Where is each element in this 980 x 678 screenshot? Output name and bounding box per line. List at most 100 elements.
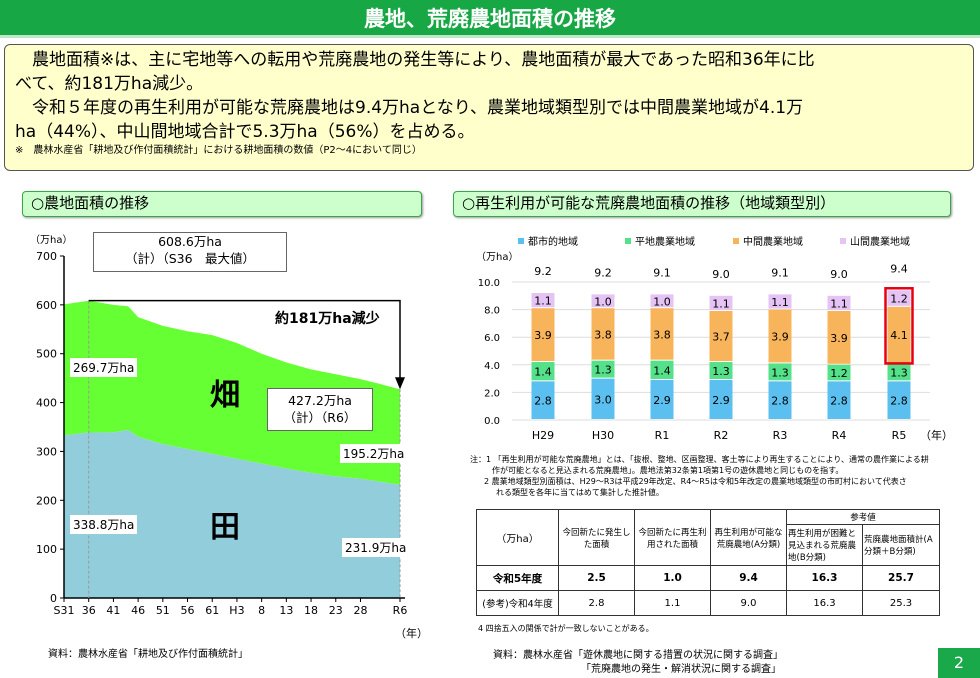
x-tick-label: R1 — [655, 429, 670, 442]
x-tick-label: R3 — [773, 429, 788, 442]
farmland-area-chart: 0 100 200 300 400 500 600 700 S31 36 41 46 51 56 61 H3 8… — [30, 234, 428, 640]
x-tick-label: 13 — [279, 604, 293, 617]
x-tick-label: H29 — [532, 429, 554, 442]
bar-segment — [887, 306, 911, 363]
abandoned-farmland-bar-chart: 0.0 2.0 4.0 6.0 8.0 10.0 （万ha） 都市的地域 平地農業地域 中間農業地… — [476, 235, 953, 442]
bar-value-label: 1.1 — [771, 296, 789, 309]
table-row: (参考)令和4年度 2.8 1.1 9.0 16.3 25.3 — [476, 590, 940, 616]
y-tick-label: 700 — [36, 250, 57, 263]
y-tick-label: 500 — [36, 348, 57, 361]
bar-value-label: 3.0 — [594, 393, 612, 406]
summary-text: 令和５年度の再生利用が可能な荒廃農地は9.4万haとなり、農業地域類型別では中間… — [32, 98, 804, 118]
x-axis-unit: （年） — [920, 428, 953, 442]
hata-series-label: 畑 — [210, 378, 240, 413]
bar-value-label: 1.1 — [830, 297, 848, 310]
table-header: 再生利用が困難と見込まれる荒廃農地(B分類) — [786, 524, 863, 566]
bar-value-label: 4.1 — [890, 329, 908, 342]
right-source-1: 資料：農林水産省「遊休農地に関する措置の状況に関する調査」 — [493, 650, 783, 661]
cell: 9.0 — [710, 590, 787, 616]
bar-value-label: 1.2 — [830, 367, 848, 380]
cell: 2.5 — [558, 565, 635, 591]
hata-area — [64, 300, 400, 485]
cell: 2.8 — [558, 590, 635, 616]
cell: 1.1 — [634, 590, 711, 616]
table-header: 今回新たに発生した面積 — [558, 509, 635, 566]
cell: 16.3 — [786, 565, 863, 591]
note-2: 2 農業地域類型別面積は、H29～R3は平成29年改定、R4～R5は令和5年改定… — [484, 477, 907, 486]
bar-segment — [887, 290, 911, 306]
x-tick-label: 18 — [304, 604, 318, 617]
x-tick-label: R2 — [714, 429, 729, 442]
latest-value: 427.2万ha — [288, 393, 352, 408]
bar-segment — [709, 362, 733, 379]
note-2-cont: れる類型を各年に当てはめて集計した推計値。 — [496, 488, 664, 497]
bar-segment — [650, 360, 674, 379]
table-unit: （万ha） — [476, 509, 559, 566]
y-tick-label: 10.0 — [478, 278, 500, 289]
bar-value-label: 1.4 — [534, 366, 552, 379]
legend-label: 山間農業地域 — [850, 235, 910, 248]
abandoned-farmland-table: （万ha） 今回新たに発生した面積 今回新たに再生利用された面積 再生利用が可能… — [476, 509, 940, 616]
bar-segment — [768, 381, 792, 419]
bar-segment — [591, 308, 615, 360]
bar-value-label: 1.3 — [890, 366, 908, 379]
hata-end-label: 195.2万ha — [340, 444, 408, 463]
bar-value-label: 1.0 — [653, 295, 671, 308]
x-tick-label: 28 — [353, 604, 367, 617]
note-4: 4 四捨五入の関係で計が一致しないことがある。 — [478, 624, 654, 633]
bar-value-label: 1.3 — [712, 365, 730, 378]
x-tick-label: R6 — [393, 604, 408, 617]
row-label: 令和5年度 — [476, 565, 559, 591]
legend-label: 中間農業地域 — [743, 235, 803, 248]
bar-value-label: 3.9 — [830, 332, 848, 345]
bar-total-label: 9.2 — [594, 266, 612, 279]
bar-segment — [887, 381, 911, 419]
left-source: 資料：農林水産省「耕地及び作付面積統計」 — [48, 649, 248, 660]
peak-value: 608.6万ha — [158, 234, 222, 249]
row-label: (参考)令和4年度 — [476, 590, 559, 616]
arrow-head-icon — [395, 377, 405, 390]
ta-series-label: 田 — [210, 510, 240, 545]
bar-value-label: 3.9 — [771, 331, 789, 344]
ta-end-label: 231.9万ha — [342, 538, 410, 557]
bar-total-label: 9.1 — [653, 266, 671, 279]
bar-segment — [709, 310, 733, 362]
y-tick-label: 8.0 — [484, 306, 500, 317]
x-tick-label: 8 — [258, 604, 265, 617]
bar-value-label: 1.3 — [771, 366, 789, 379]
bar-value-label: 2.9 — [712, 394, 730, 407]
bar-segment — [827, 364, 851, 381]
y-tick-label: 0 — [50, 592, 57, 605]
bar-value-label: 2.8 — [771, 395, 789, 408]
bar-value-label: 1.4 — [653, 364, 671, 377]
bar-segment — [650, 379, 674, 419]
x-tick-label: 36 — [82, 604, 96, 617]
bar-segment — [591, 360, 615, 378]
bar-segment — [768, 363, 792, 381]
summary-text: べて、約181万ha減少。 — [15, 74, 204, 94]
bar-segment — [709, 295, 733, 310]
bar-segment — [650, 294, 674, 308]
bar-segment — [887, 363, 911, 381]
summary-text: ha（44%）、中山間地域合計で5.3万ha（56%）を占める。 — [15, 122, 475, 142]
legend-label: 平地農業地域 — [635, 235, 695, 248]
y-axis-unit: （万ha） — [30, 234, 72, 246]
bar-segment — [768, 309, 792, 363]
table-header: 今回新たに再生利用された面積 — [634, 509, 711, 566]
table-row: 令和5年度 2.5 1.0 9.4 16.3 25.7 — [476, 565, 940, 591]
x-tick-label: H30 — [592, 429, 614, 442]
right-source-2: 「荒廃農地の発生・解消状況に関する調査」 — [581, 664, 781, 675]
bar-segment — [531, 308, 555, 362]
bar-segment — [768, 294, 792, 309]
bar-total-label: 9.2 — [534, 265, 552, 278]
bar-value-label: 1.1 — [712, 297, 730, 310]
bar-segment — [531, 381, 555, 419]
y-tick-label: 600 — [36, 299, 57, 312]
bar-segment — [827, 381, 851, 419]
hata-start-label: 269.7万ha — [70, 358, 138, 377]
y-axis-unit: （万ha） — [476, 251, 518, 263]
bar-value-label: 3.7 — [712, 331, 730, 344]
left-section-header: ○農地面積の推移 — [22, 191, 422, 217]
y-tick-label: 200 — [36, 494, 57, 507]
bar-value-label: 1.3 — [594, 364, 612, 377]
